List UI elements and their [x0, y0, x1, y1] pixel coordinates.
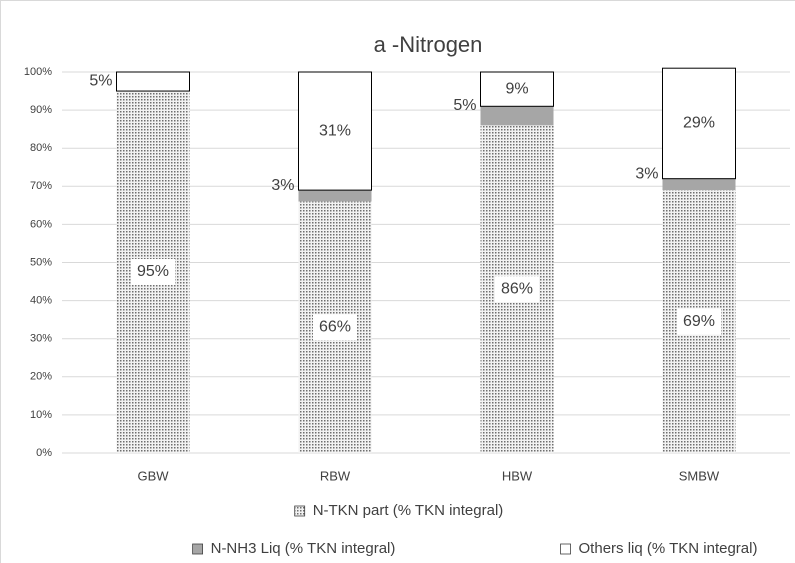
- legend-swatch: [294, 505, 306, 517]
- bar-segment: [480, 71, 554, 107]
- x-tick-label: RBW: [320, 468, 351, 483]
- y-tick-label: 30%: [30, 333, 52, 345]
- bar-segment: [298, 190, 372, 202]
- data-label: 5%: [453, 97, 476, 114]
- bar-segment: [116, 71, 190, 92]
- legend-swatch: [560, 543, 571, 555]
- y-tick-label: 60%: [30, 218, 52, 230]
- data-label: 3%: [271, 177, 294, 194]
- y-tick-label: 20%: [30, 371, 52, 383]
- data-label: 95%: [137, 263, 169, 280]
- y-tick-label: 90%: [30, 104, 52, 116]
- legend-label: Others liq (% TKN integral): [579, 540, 758, 557]
- data-label: 66%: [319, 318, 351, 335]
- data-label-bg: [495, 276, 539, 303]
- bar-segment: [298, 71, 372, 191]
- data-label-bg: [313, 314, 357, 341]
- legend-swatch: [192, 543, 204, 555]
- data-label-bg: [677, 308, 721, 335]
- y-tick-label: 0%: [36, 447, 52, 459]
- data-label: 29%: [683, 115, 715, 132]
- legend-label: N-NH3 Liq (% TKN integral): [211, 540, 396, 557]
- bar-segment: [662, 67, 736, 180]
- data-label: 5%: [89, 73, 112, 90]
- x-tick-label: SMBW: [679, 468, 720, 483]
- data-label: 86%: [501, 280, 533, 297]
- x-tick-label: HBW: [502, 468, 533, 483]
- bar-segment: [480, 106, 554, 126]
- bar-segment: [662, 178, 736, 191]
- x-tick-label: GBW: [137, 468, 169, 483]
- y-tick-label: 100%: [24, 66, 52, 78]
- data-label-bg: [131, 259, 175, 286]
- y-tick-label: 80%: [30, 142, 52, 154]
- data-label: 3%: [635, 166, 658, 183]
- y-tick-label: 40%: [30, 295, 52, 307]
- chart-title: a -Nitrogen: [374, 32, 483, 57]
- y-tick-label: 50%: [30, 256, 52, 268]
- data-label: 31%: [319, 122, 351, 139]
- data-label: 9%: [505, 80, 528, 97]
- y-tick-label: 10%: [30, 409, 52, 421]
- y-tick-label: 70%: [30, 180, 52, 192]
- legend-label: N-TKN part (% TKN integral): [313, 502, 504, 519]
- data-label: 69%: [683, 313, 715, 330]
